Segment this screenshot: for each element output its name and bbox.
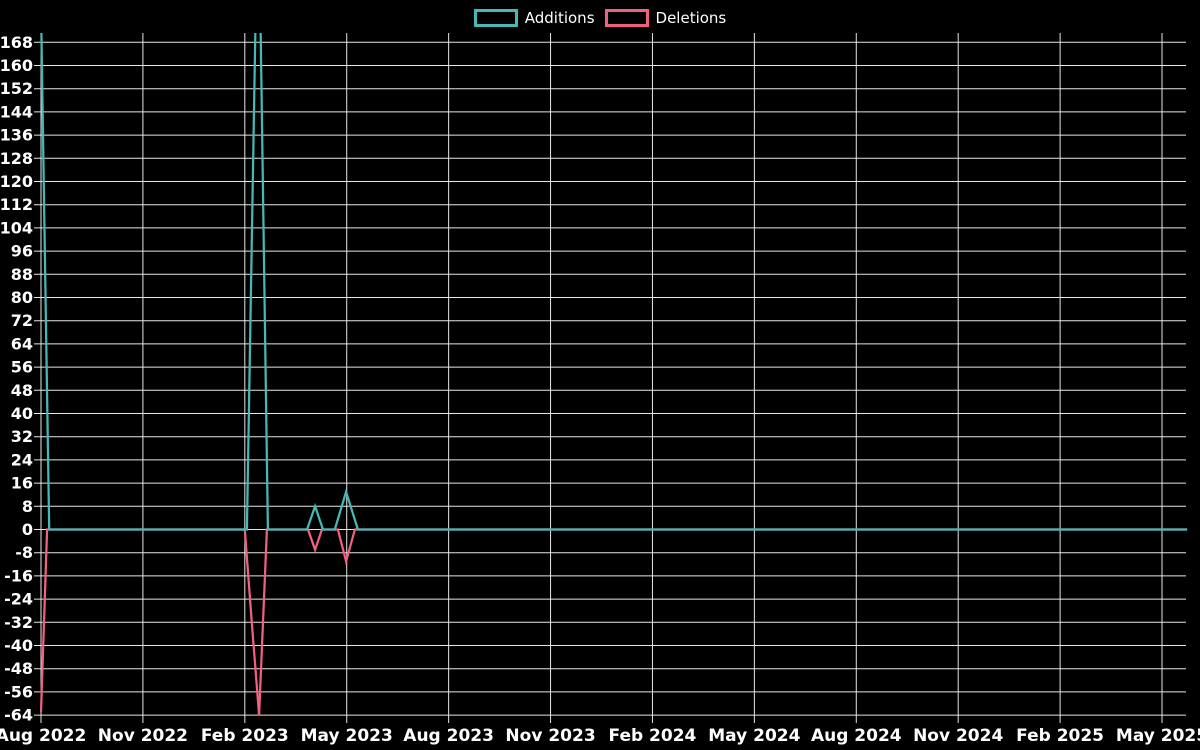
y-axis-label: 88 [11, 265, 33, 284]
y-axis-label: 24 [11, 450, 33, 469]
y-axis-label: 136 [0, 126, 33, 145]
y-axis-label: 168 [0, 33, 33, 52]
y-axis-label: 64 [11, 334, 33, 353]
y-axis-label: 96 [11, 242, 33, 261]
y-axis-label: 0 [22, 520, 33, 539]
y-axis-label: -32 [4, 613, 33, 632]
legend-label-additions: Additions [524, 9, 595, 27]
legend-item-additions[interactable]: Additions [473, 8, 595, 28]
y-axis-label: 56 [11, 358, 33, 377]
y-axis-label: 40 [11, 404, 33, 423]
legend-item-deletions[interactable]: Deletions [604, 8, 727, 28]
y-axis-label: 48 [11, 381, 33, 400]
y-axis-label: -24 [4, 590, 33, 609]
legend-label-deletions: Deletions [655, 9, 727, 27]
y-axis-label: 72 [11, 311, 33, 330]
additions-swatch-icon [473, 9, 518, 27]
x-axis-label: May 2024 [708, 726, 800, 746]
x-axis-label: Aug 2023 [403, 726, 494, 746]
y-axis-label: -8 [15, 543, 33, 562]
y-axis-label: 8 [22, 497, 33, 516]
y-axis-label: 160 [0, 56, 33, 75]
y-axis-label: -56 [4, 682, 33, 701]
x-axis-label: Nov 2022 [98, 726, 188, 746]
y-axis-label: 16 [11, 474, 33, 493]
y-axis-label: 144 [0, 102, 33, 121]
x-axis-label: Nov 2024 [913, 726, 1003, 746]
chart-legend: Additions Deletions [0, 8, 1200, 28]
y-axis-label: -16 [4, 566, 33, 585]
x-axis-label: Feb 2023 [201, 726, 289, 746]
y-axis-label: -64 [4, 706, 33, 725]
x-axis-label: Aug 2024 [811, 726, 902, 746]
deletions-swatch-icon [604, 9, 649, 27]
y-axis-label: 32 [11, 427, 33, 446]
y-axis-label: -40 [4, 636, 33, 655]
y-axis-label: 112 [0, 195, 33, 214]
x-axis-label: Feb 2024 [609, 726, 697, 746]
x-axis-label: Feb 2025 [1016, 726, 1104, 746]
additions-line [40, 33, 1188, 531]
y-axis-label: 128 [0, 149, 33, 168]
y-axis-label: 104 [0, 218, 33, 237]
y-axis-label: 152 [0, 79, 33, 98]
x-axis-label: Aug 2022 [0, 726, 86, 746]
x-axis-label: May 2025 [1116, 726, 1200, 746]
y-axis-label: -48 [4, 659, 33, 678]
y-axis-label: 80 [11, 288, 33, 307]
x-axis-label: May 2023 [301, 726, 393, 746]
x-axis-label: Nov 2023 [505, 726, 595, 746]
y-axis-label: 120 [0, 172, 33, 191]
